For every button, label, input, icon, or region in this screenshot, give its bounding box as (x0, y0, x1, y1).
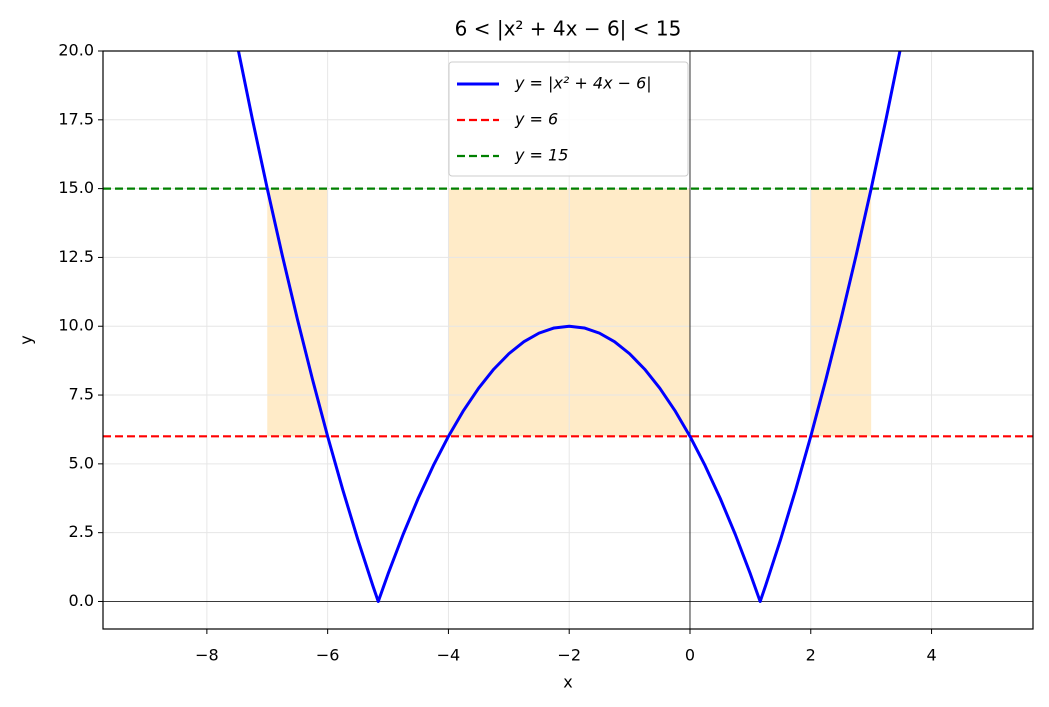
y-tick-label: 0.0 (69, 591, 94, 610)
y-tick-label: 7.5 (69, 385, 94, 404)
x-tick-label: 0 (685, 646, 695, 665)
curve (236, 51, 902, 603)
x-tick-label: −6 (316, 646, 340, 665)
x-tick-label: −2 (557, 646, 581, 665)
y-tick-label: 12.5 (58, 247, 94, 266)
chart-title: 6 < |x² + 4x − 6| < 15 (455, 17, 682, 41)
y-tick-label: 5.0 (69, 453, 94, 472)
y-tick-label: 15.0 (58, 178, 94, 197)
x-tick-label: 4 (926, 646, 936, 665)
y-tick-label: 20.0 (58, 41, 94, 60)
plot-frame (102, 50, 1034, 630)
x-axis-label: x (563, 673, 572, 692)
x-tick-label: −4 (437, 646, 461, 665)
y-axis-label: y (17, 335, 36, 344)
y-tick-label: 17.5 (58, 109, 94, 128)
y-tick-label: 2.5 (69, 522, 94, 541)
y-tick-label: 10.0 (58, 316, 94, 335)
x-tick-label: −8 (195, 646, 219, 665)
legend-label: y = 6 (514, 110, 558, 129)
legend-label: y = |x² + 4x − 6| (514, 74, 652, 93)
legend-box (448, 61, 689, 177)
legend-label: y = 15 (514, 146, 568, 165)
x-tick-label: 2 (806, 646, 816, 665)
